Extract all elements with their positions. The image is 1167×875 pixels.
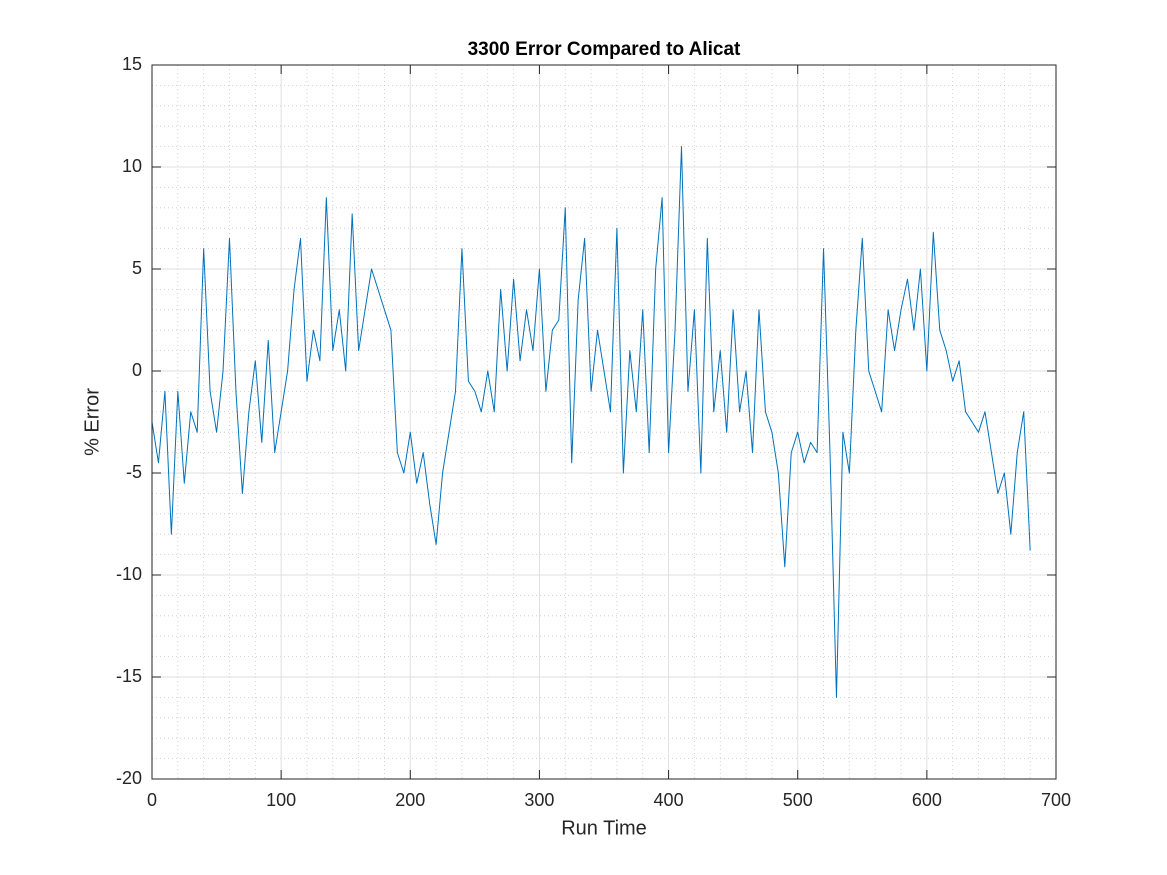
y-tick-label: 10 (122, 156, 142, 176)
x-tick-label: 700 (1041, 790, 1071, 810)
plot-frame (151, 64, 1057, 780)
y-tick-label: -5 (126, 462, 142, 482)
x-tick-label: 400 (654, 790, 684, 810)
x-axis-label: Run Time (561, 817, 647, 839)
x-tick-label: 500 (783, 790, 813, 810)
y-tick-label: 5 (132, 258, 142, 278)
x-tick-label: 600 (912, 790, 942, 810)
x-tick-label: 0 (147, 790, 157, 810)
chart-title: 3300 Error Compared to Alicat (468, 39, 741, 60)
y-tick-label: -10 (116, 564, 142, 584)
y-tick-label: 0 (132, 360, 142, 380)
x-tick-label: 200 (395, 790, 425, 810)
x-tick-label: 300 (524, 790, 554, 810)
y-tick-label: -20 (116, 768, 142, 788)
y-tick-label: 15 (122, 54, 142, 74)
x-tick-label: 100 (266, 790, 296, 810)
y-axis-label: % Error (81, 388, 103, 456)
y-tick-label: -15 (116, 666, 142, 686)
data-line (151, 146, 1031, 698)
